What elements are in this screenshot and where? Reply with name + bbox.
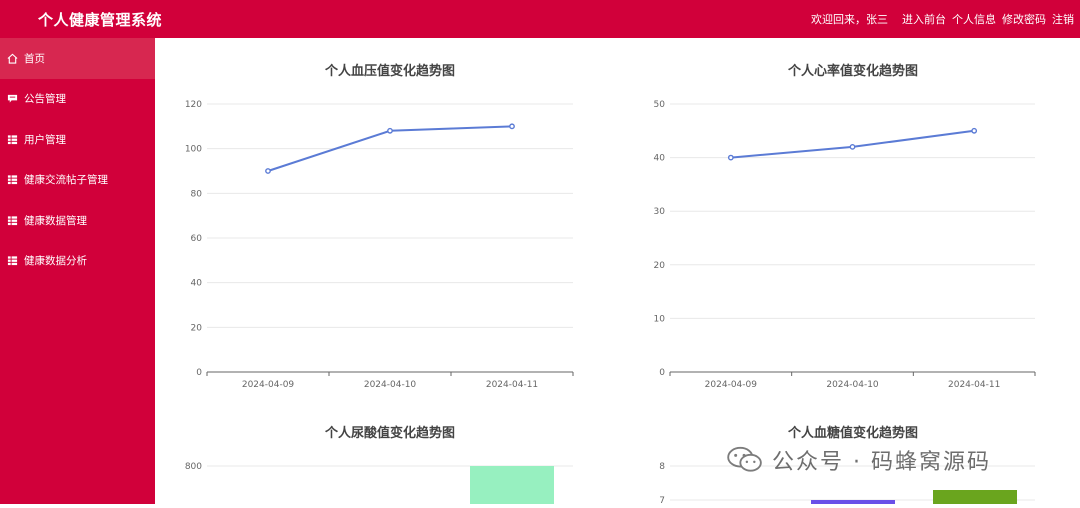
profile-link[interactable]: 个人信息	[952, 13, 996, 26]
chart-title: 个人尿酸值变化趋势图	[324, 425, 455, 441]
y-tick-label: 50	[654, 100, 666, 110]
grid-icon	[7, 216, 18, 225]
y-tick-label: 120	[185, 100, 202, 110]
y-tick-label: 100	[185, 145, 202, 155]
blood-pressure-chart: 个人血压值变化趋势图 0 20 40 60 80 100 120 2024-04-09 2024…	[185, 63, 574, 390]
top-bar: 个人健康管理系统 欢迎回来，张三 进入前台 个人信息 修改密码 注销	[0, 0, 1080, 38]
sidebar-item-label: 用户管理	[24, 133, 66, 146]
sidebar-item-users[interactable]: 用户管理	[0, 119, 155, 160]
x-tick-label: 2024-04-10	[364, 380, 417, 390]
y-tick-label: 0	[659, 368, 665, 378]
y-tick-label: 800	[185, 462, 202, 472]
bar	[811, 500, 895, 504]
data-point	[387, 127, 393, 134]
blood-sugar-chart: 个人血糖值变化趋势图 7 8	[659, 425, 1035, 506]
sidebar-item-label: 健康交流帖子管理	[24, 174, 108, 187]
change-password-link[interactable]: 修改密码	[1002, 13, 1046, 26]
home-icon	[7, 53, 18, 64]
frontend-link[interactable]: 进入前台	[902, 13, 946, 26]
sidebar-item-posts[interactable]: 健康交流帖子管理	[0, 160, 155, 201]
grid-icon	[7, 256, 18, 266]
y-tick-label: 30	[654, 207, 666, 217]
x-tick-label: 2024-04-11	[948, 380, 1000, 390]
data-point	[849, 143, 856, 150]
chart-title: 个人心率值变化趋势图	[787, 63, 918, 79]
y-tick-label: 0	[196, 368, 202, 378]
dashboard-main: 个人血压值变化趋势图 0 20 40 60 80 100 120 2024-04-09 2024…	[155, 38, 1080, 506]
data-point	[509, 123, 515, 130]
bar	[470, 466, 554, 504]
y-tick-label: 7	[659, 496, 665, 504]
y-tick-label: 8	[659, 462, 665, 472]
chart-title: 个人血糖值变化趋势图	[787, 425, 918, 441]
top-nav: 欢迎回来，张三 进入前台 个人信息 修改密码 注销	[805, 11, 1074, 27]
uric-acid-chart: 个人尿酸值变化趋势图 800	[185, 425, 573, 504]
heart-rate-chart: 个人心率值变化趋势图 0 10 20 30 40 50 2024-04-09 2024-04-…	[654, 63, 1036, 390]
sidebar-item-health-analysis[interactable]: 健康数据分析	[0, 241, 155, 282]
welcome-text: 欢迎回来，张三	[811, 13, 888, 26]
x-tick-label: 2024-04-11	[486, 380, 538, 390]
sidebar-item-label: 公告管理	[24, 93, 66, 106]
logout-link[interactable]: 注销	[1052, 13, 1074, 26]
data-point	[727, 154, 734, 161]
sidebar: 首页 公告管理 用户管理 健康交流帖子管理 健康数据管理	[0, 38, 155, 504]
watermark: 公众号 · 码蜂窝源码	[726, 444, 991, 476]
y-tick-label: 20	[191, 323, 203, 333]
sidebar-item-health-data[interactable]: 健康数据管理	[0, 200, 155, 241]
wechat-icon	[727, 446, 762, 472]
y-tick-label: 40	[191, 279, 203, 289]
watermark-text: 公众号 · 码蜂窝源码	[772, 450, 991, 475]
y-tick-label: 10	[654, 314, 666, 324]
sidebar-item-announcements[interactable]: 公告管理	[0, 79, 155, 120]
x-tick-label: 2024-04-09	[242, 380, 295, 390]
sidebar-item-label: 健康数据分析	[24, 255, 87, 268]
grid-icon	[7, 175, 18, 185]
data-point	[971, 127, 978, 134]
grid-icon	[7, 135, 18, 144]
x-tick-label: 2024-04-09	[705, 380, 758, 390]
sidebar-item-label: 健康数据管理	[24, 214, 87, 227]
app-title: 个人健康管理系统	[38, 11, 163, 29]
x-tick-label: 2024-04-10	[826, 380, 879, 390]
data-point	[265, 168, 271, 174]
chart-title: 个人血压值变化趋势图	[324, 63, 455, 79]
y-tick-label: 80	[191, 189, 203, 199]
bar	[933, 490, 1017, 504]
sidebar-item-label: 首页	[24, 52, 45, 65]
message-icon	[7, 95, 18, 103]
sidebar-item-home[interactable]: 首页	[0, 38, 155, 79]
y-tick-label: 20	[654, 261, 666, 271]
y-tick-label: 60	[191, 234, 203, 244]
y-tick-label: 40	[654, 154, 666, 164]
